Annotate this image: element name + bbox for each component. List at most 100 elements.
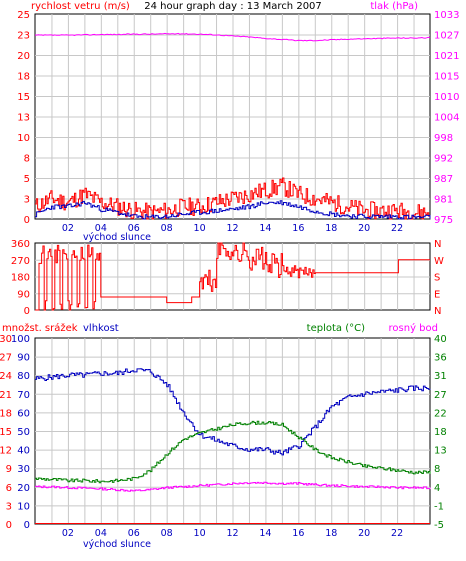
- wind-speed-tick: 23: [17, 31, 30, 42]
- hour-tick-bottom: 12: [226, 528, 238, 539]
- temperature-tick: 8: [434, 464, 440, 475]
- temperature-tick: 27: [434, 390, 447, 401]
- rain-tick: 21: [0, 390, 12, 401]
- hour-tick-bottom: 06: [128, 528, 140, 539]
- hour-tick-top: 18: [325, 223, 337, 234]
- wind-speed-tick: 8: [24, 154, 30, 165]
- pressure-label: tlak (hPa): [370, 1, 418, 12]
- wind-speed-tick: 10: [17, 133, 30, 144]
- temperature-tick: -1: [434, 501, 444, 512]
- rain-label: množst. srážek: [2, 322, 78, 334]
- wind-direction-tick: 270: [11, 256, 30, 267]
- hour-tick-top: 06: [128, 223, 140, 234]
- hour-tick-bottom: 16: [292, 528, 304, 539]
- rain-tick: 15: [0, 427, 12, 438]
- wind-average-series: [35, 200, 431, 220]
- wind-speed-tick: 0: [24, 215, 30, 226]
- temperature-tick: 31: [434, 371, 447, 382]
- hour-tick-bottom: 04: [95, 528, 107, 539]
- hour-tick-bottom: 20: [358, 528, 370, 539]
- pressure-tick: 1033: [434, 10, 459, 21]
- wind-direction-tick: 180: [11, 273, 30, 284]
- rain-tick: 24: [0, 371, 12, 382]
- pressure-tick: 981: [434, 195, 453, 206]
- pressure-tick: 1010: [434, 92, 459, 103]
- compass-tick: S: [434, 273, 440, 284]
- humidity-tick: 60: [17, 408, 30, 419]
- temperature-tick: 4: [434, 483, 440, 494]
- rain-tick: 9: [6, 464, 12, 475]
- humidity-label: vlhkost: [83, 323, 119, 334]
- wind-gust-series: [35, 177, 431, 220]
- dew-point-label: rosný bod: [389, 322, 438, 334]
- hour-tick-top: 10: [194, 223, 206, 234]
- wind-speed-tick: 5: [24, 174, 30, 185]
- compass-tick: W: [434, 256, 444, 267]
- wind-pressure-panel: 0358101315182023259759819879929981004101…: [17, 10, 459, 234]
- hour-tick-bottom: 22: [391, 528, 403, 539]
- hour-tick-top: 20: [358, 223, 370, 234]
- temperature-tick: 22: [434, 408, 447, 419]
- rain-tick: 0: [6, 520, 12, 531]
- temperature-tick: 40: [434, 334, 447, 345]
- pressure-series: [34, 32, 431, 42]
- pressure-tick: 1027: [434, 31, 459, 42]
- hour-tick-top: 22: [391, 223, 403, 234]
- hour-tick-top: 02: [62, 223, 74, 234]
- pressure-tick: 1021: [434, 51, 459, 62]
- humidity-tick: 50: [17, 427, 30, 438]
- humidity-tick: 90: [17, 353, 30, 364]
- wind-speed-tick: 3: [24, 195, 30, 206]
- compass-tick: E: [434, 289, 440, 300]
- hour-tick-top: 16: [292, 223, 304, 234]
- temperature-tick: -5: [434, 520, 444, 531]
- wind-speed-label: rychlost vetru (m/s): [31, 1, 130, 12]
- temperature-series: [35, 420, 431, 484]
- wind-speed-tick: 20: [17, 51, 30, 62]
- rain-tick: 18: [0, 408, 12, 419]
- chart-title: 24 hour graph day : 13 March 2007: [144, 1, 322, 12]
- hour-tick-top: 04: [95, 223, 107, 234]
- wind-speed-tick: 13: [17, 113, 30, 124]
- humidity-tick: 80: [17, 371, 30, 382]
- temperature-tick: 18: [434, 427, 447, 438]
- wind-direction-tick: 360: [11, 239, 30, 250]
- rain-tick: 12: [0, 446, 12, 457]
- wind-speed-tick: 25: [17, 10, 30, 21]
- pressure-tick: 998: [434, 133, 453, 144]
- humidity-series: [35, 368, 431, 456]
- wind-speed-tick: 18: [17, 72, 30, 83]
- pressure-tick: 1004: [434, 113, 459, 124]
- wind-direction-tick: 0: [24, 306, 30, 317]
- humidity-tick: 10: [17, 501, 30, 512]
- rain-tick: 6: [6, 483, 12, 494]
- humidity-tick: 40: [17, 446, 30, 457]
- wind-direction-series: [35, 242, 430, 311]
- humidity-tick: 20: [17, 483, 30, 494]
- rain-tick: 3: [6, 501, 12, 512]
- temperature-label: teplota (°C): [307, 323, 365, 334]
- pressure-tick: 987: [434, 174, 453, 185]
- hour-tick-bottom: 08: [161, 528, 173, 539]
- temperature-tick: 13: [434, 446, 447, 457]
- wind-speed-tick: 15: [17, 92, 30, 103]
- hour-tick-bottom: 10: [194, 528, 206, 539]
- wind-direction-tick: 90: [17, 289, 30, 300]
- sunrise-label-bottom: východ slunce: [83, 539, 151, 550]
- compass-tick: N: [434, 239, 441, 250]
- humidity-tick: 0: [24, 520, 30, 531]
- humidity-tick: 100: [11, 334, 30, 345]
- compass-tick: N: [434, 306, 441, 317]
- rain-tick: 27: [0, 353, 12, 364]
- dew-point-series: [35, 481, 431, 492]
- hour-tick-top: 08: [161, 223, 173, 234]
- humidity-tick: 30: [17, 464, 30, 475]
- rain-tick: 30: [0, 334, 12, 345]
- hour-tick-bottom: 18: [325, 528, 337, 539]
- humidity-tick: 70: [17, 390, 30, 401]
- pressure-tick: 992: [434, 154, 453, 165]
- hour-tick-bottom: 02: [62, 528, 74, 539]
